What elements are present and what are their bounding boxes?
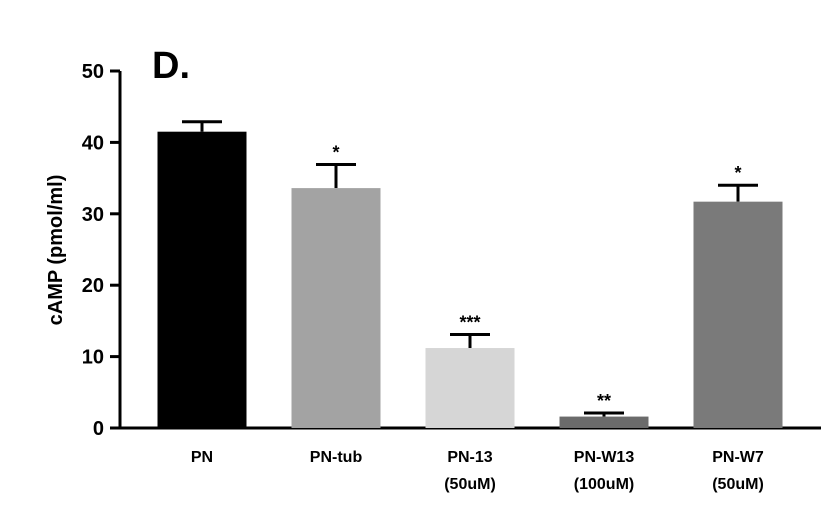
bar bbox=[425, 348, 515, 428]
x-category-label: (50uM) bbox=[444, 476, 496, 493]
significance-label: * bbox=[332, 143, 339, 163]
significance-label: ** bbox=[597, 391, 611, 411]
x-category-label: PN bbox=[191, 449, 213, 466]
x-category-label: PN-tub bbox=[310, 449, 363, 466]
bar bbox=[291, 188, 381, 428]
significance-label: * bbox=[734, 163, 741, 183]
x-category-label: PN-13 bbox=[447, 449, 492, 466]
y-tick-label: 30 bbox=[82, 204, 104, 226]
bar bbox=[157, 131, 247, 428]
panel-title: D. bbox=[152, 45, 190, 87]
bar bbox=[559, 416, 649, 428]
x-category-label: (50uM) bbox=[712, 476, 764, 493]
y-tick-label: 40 bbox=[82, 132, 104, 154]
significance-label: *** bbox=[459, 312, 480, 332]
y-tick-label: 10 bbox=[82, 347, 104, 369]
y-tick-label: 20 bbox=[82, 275, 104, 297]
y-tick-label: 50 bbox=[82, 61, 104, 83]
x-category-label: PN-W7 bbox=[712, 449, 764, 466]
y-axis-label: cAMP (pmol/ml) bbox=[45, 175, 67, 326]
x-category-label: PN-W13 bbox=[574, 449, 635, 466]
y-tick-label: 0 bbox=[93, 418, 104, 440]
bar bbox=[693, 201, 783, 428]
x-category-label: (100uM) bbox=[574, 476, 634, 493]
